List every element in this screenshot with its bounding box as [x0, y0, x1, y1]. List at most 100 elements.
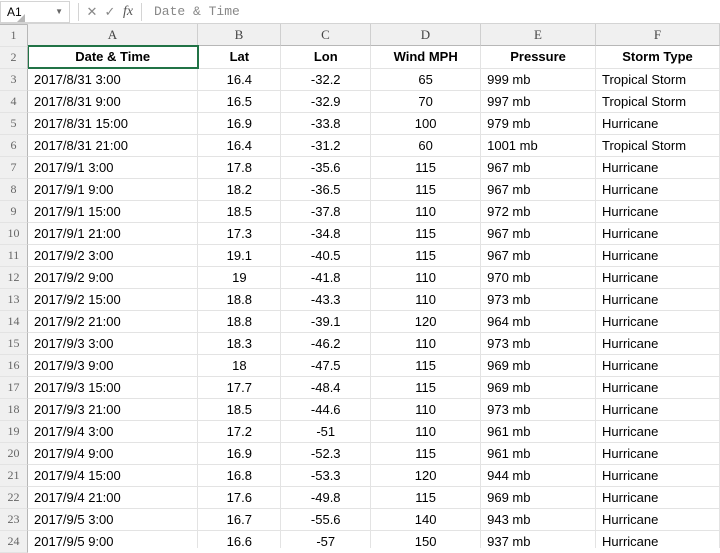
row-header-20[interactable]: 20 — [0, 443, 28, 465]
cell[interactable]: 110 — [371, 288, 481, 310]
row-header-17[interactable]: 17 — [0, 377, 28, 399]
cell[interactable]: Hurricane — [596, 332, 720, 354]
cell[interactable]: -34.8 — [281, 222, 371, 244]
cell-header-D[interactable]: Wind MPH — [371, 46, 481, 68]
cell[interactable]: Hurricane — [596, 530, 720, 548]
cell[interactable]: -37.8 — [281, 200, 371, 222]
cell[interactable]: 2017/9/4 3:00 — [28, 420, 198, 442]
cell[interactable]: 969 mb — [481, 354, 596, 376]
cell[interactable]: -53.3 — [281, 464, 371, 486]
cell[interactable]: 964 mb — [481, 310, 596, 332]
row-header-4[interactable]: 4 — [0, 91, 28, 113]
row-header-12[interactable]: 12 — [0, 267, 28, 289]
cell[interactable]: 60 — [371, 134, 481, 156]
cell[interactable]: 17.6 — [198, 486, 281, 508]
cell[interactable]: 18.5 — [198, 200, 281, 222]
cell[interactable]: 943 mb — [481, 508, 596, 530]
cell[interactable]: 967 mb — [481, 222, 596, 244]
row-header-3[interactable]: 3 — [0, 69, 28, 91]
cell[interactable]: 16.4 — [198, 68, 281, 90]
cell[interactable]: 2017/9/2 21:00 — [28, 310, 198, 332]
cell[interactable]: -33.8 — [281, 112, 371, 134]
row-header-19[interactable]: 19 — [0, 421, 28, 443]
enter-icon[interactable]: ✓ — [101, 3, 119, 21]
name-box[interactable]: A1 ▼ — [0, 1, 70, 23]
cell[interactable]: -57 — [281, 530, 371, 548]
cell[interactable]: Hurricane — [596, 376, 720, 398]
cell[interactable]: Hurricane — [596, 310, 720, 332]
cell[interactable]: Hurricane — [596, 354, 720, 376]
row-header-8[interactable]: 8 — [0, 179, 28, 201]
fx-icon[interactable]: fx — [119, 3, 137, 21]
cell[interactable]: 18 — [198, 354, 281, 376]
cell[interactable]: 18.2 — [198, 178, 281, 200]
cell[interactable]: Hurricane — [596, 178, 720, 200]
cell[interactable]: 140 — [371, 508, 481, 530]
row-header-23[interactable]: 23 — [0, 509, 28, 531]
cell[interactable]: -55.6 — [281, 508, 371, 530]
cell-header-A[interactable]: Date & Time — [28, 46, 198, 68]
cell[interactable]: 944 mb — [481, 464, 596, 486]
row-header-7[interactable]: 7 — [0, 157, 28, 179]
cell[interactable]: Hurricane — [596, 486, 720, 508]
cell[interactable]: Hurricane — [596, 156, 720, 178]
cell[interactable]: 2017/9/4 9:00 — [28, 442, 198, 464]
cell[interactable]: 973 mb — [481, 288, 596, 310]
cell[interactable]: Hurricane — [596, 112, 720, 134]
cell[interactable]: 2017/9/1 15:00 — [28, 200, 198, 222]
col-header-C[interactable]: C — [281, 24, 371, 46]
col-header-D[interactable]: D — [371, 24, 481, 46]
cell[interactable]: 2017/8/31 3:00 — [28, 68, 198, 90]
cell[interactable]: -39.1 — [281, 310, 371, 332]
cell[interactable]: 18.8 — [198, 310, 281, 332]
row-header-16[interactable]: 16 — [0, 355, 28, 377]
cell[interactable]: Hurricane — [596, 464, 720, 486]
cell[interactable]: 17.2 — [198, 420, 281, 442]
cell[interactable]: 115 — [371, 486, 481, 508]
cell[interactable]: -51 — [281, 420, 371, 442]
cell[interactable]: 999 mb — [481, 68, 596, 90]
cell-header-E[interactable]: Pressure — [481, 46, 596, 68]
cell[interactable]: 110 — [371, 420, 481, 442]
cell[interactable]: -47.5 — [281, 354, 371, 376]
cell[interactable]: 967 mb — [481, 178, 596, 200]
cell[interactable]: 18.5 — [198, 398, 281, 420]
cell[interactable]: -52.3 — [281, 442, 371, 464]
cell[interactable]: Hurricane — [596, 200, 720, 222]
row-header-22[interactable]: 22 — [0, 487, 28, 509]
cell[interactable]: 969 mb — [481, 486, 596, 508]
cell[interactable]: 997 mb — [481, 90, 596, 112]
cell[interactable]: 110 — [371, 266, 481, 288]
cell[interactable]: 16.8 — [198, 464, 281, 486]
row-header-1[interactable]: 1 — [0, 25, 28, 47]
cell[interactable]: 17.3 — [198, 222, 281, 244]
row-header-24[interactable]: 24 — [0, 531, 28, 553]
cell[interactable]: 967 mb — [481, 244, 596, 266]
cell[interactable]: -48.4 — [281, 376, 371, 398]
cell[interactable]: Hurricane — [596, 442, 720, 464]
cell[interactable]: 2017/9/3 15:00 — [28, 376, 198, 398]
cell[interactable]: Hurricane — [596, 266, 720, 288]
cell[interactable]: -43.3 — [281, 288, 371, 310]
col-header-F[interactable]: F — [596, 24, 720, 46]
cell[interactable]: 115 — [371, 354, 481, 376]
cell[interactable]: 16.9 — [198, 442, 281, 464]
row-header-9[interactable]: 9 — [0, 201, 28, 223]
row-header-13[interactable]: 13 — [0, 289, 28, 311]
cell[interactable]: 970 mb — [481, 266, 596, 288]
cells-grid[interactable]: Date & TimeLatLonWind MPHPressureStorm T… — [28, 46, 720, 548]
row-header-11[interactable]: 11 — [0, 245, 28, 267]
cell[interactable]: 1001 mb — [481, 134, 596, 156]
cell[interactable]: 115 — [371, 376, 481, 398]
cell[interactable]: -41.8 — [281, 266, 371, 288]
cell[interactable]: 2017/8/31 21:00 — [28, 134, 198, 156]
cell[interactable]: 115 — [371, 178, 481, 200]
cell[interactable]: 2017/9/1 3:00 — [28, 156, 198, 178]
cell[interactable]: 2017/9/3 3:00 — [28, 332, 198, 354]
cell[interactable]: 2017/9/5 9:00 — [28, 530, 198, 548]
cell-header-C[interactable]: Lon — [281, 46, 371, 68]
cell[interactable]: 2017/9/4 15:00 — [28, 464, 198, 486]
cell[interactable]: 19 — [198, 266, 281, 288]
cell[interactable]: 16.4 — [198, 134, 281, 156]
cell[interactable]: 973 mb — [481, 398, 596, 420]
